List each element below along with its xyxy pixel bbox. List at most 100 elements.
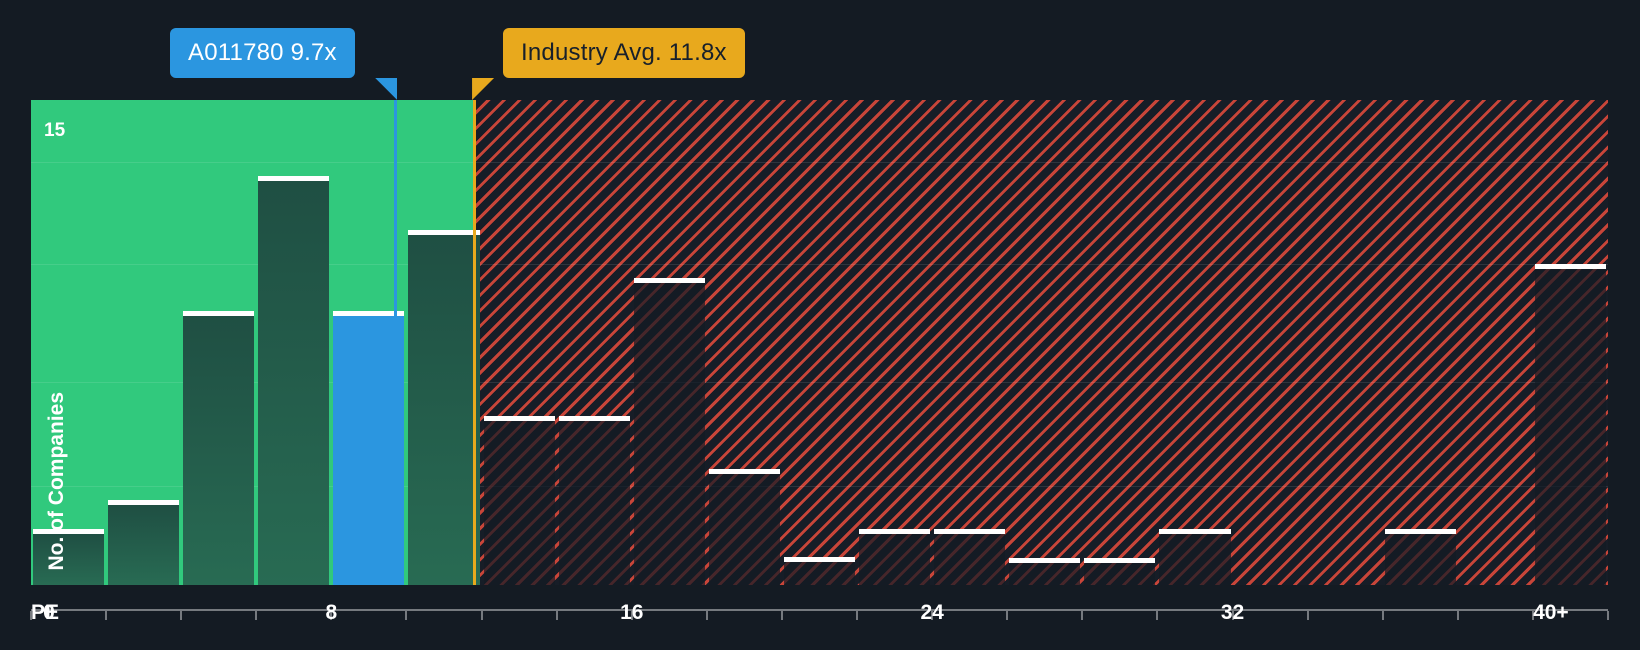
- x-axis-tick: [931, 611, 934, 620]
- gridline: [31, 263, 1608, 265]
- x-axis-tick: [555, 611, 558, 620]
- callout-company[interactable]: A011780 9.7x: [170, 28, 355, 78]
- callout-label-industry: Industry Avg. 11.8x: [521, 39, 727, 66]
- plot-area: [31, 100, 1608, 585]
- bar-body: [108, 505, 180, 585]
- x-axis-tick: [105, 611, 108, 620]
- x-axis-tick: [480, 611, 483, 620]
- x-axis-tick: [1456, 611, 1459, 620]
- histogram-bar[interactable]: [558, 415, 630, 585]
- bar-body: [33, 533, 105, 585]
- bar-cap: [333, 311, 405, 317]
- x-axis-label-24: 24: [920, 601, 944, 624]
- bar-body: [1009, 563, 1081, 585]
- bar-body: [1534, 268, 1606, 585]
- histogram-bar[interactable]: [1084, 558, 1156, 585]
- bar-cap: [708, 469, 780, 475]
- x-axis-tick: [1306, 611, 1309, 620]
- bar-cap: [108, 500, 180, 506]
- histogram-bar[interactable]: [108, 500, 180, 585]
- bar-cap: [1384, 528, 1456, 534]
- bar-body: [183, 316, 255, 585]
- histogram-bar[interactable]: [258, 176, 330, 585]
- gridline: [31, 486, 1608, 488]
- histogram-bar[interactable]: [408, 229, 480, 585]
- histogram-bar[interactable]: [1159, 528, 1231, 585]
- x-axis-label-40plus: 40+: [1533, 601, 1569, 624]
- histogram-bar[interactable]: [934, 528, 1006, 585]
- x-axis-tick: [330, 611, 333, 620]
- bar-cap: [183, 311, 255, 317]
- x-axis-tick: [1081, 611, 1084, 620]
- x-axis-tick: [856, 611, 859, 620]
- bar-body: [258, 181, 330, 585]
- bar-body: [633, 282, 705, 585]
- gridline: [31, 381, 1608, 383]
- bar-cap: [783, 556, 856, 562]
- bar-body: [333, 316, 405, 585]
- bar-cap: [408, 229, 480, 235]
- gridline: [31, 162, 1608, 164]
- bar-cap: [483, 415, 555, 421]
- x-axis-tick: [1607, 611, 1609, 620]
- x-axis-label-32: 32: [1220, 601, 1245, 624]
- callout-industry[interactable]: Industry Avg. 11.8x: [503, 28, 745, 78]
- histogram-bar[interactable]: [1009, 558, 1081, 585]
- callout-label-company: A011780 9.7x: [188, 39, 337, 66]
- histogram-bar[interactable]: [1384, 528, 1456, 585]
- x-axis-tick: [780, 611, 783, 620]
- x-axis-tick: [1156, 611, 1159, 620]
- x-axis-tick: [1531, 611, 1534, 620]
- x-axis-tick: [30, 611, 32, 620]
- histogram-bar[interactable]: [708, 469, 780, 585]
- histogram-bar[interactable]: [183, 311, 255, 585]
- histogram-bar[interactable]: [33, 528, 105, 585]
- histogram-bar[interactable]: [633, 277, 705, 585]
- bar-cap: [1159, 528, 1231, 534]
- bar-body: [1159, 533, 1231, 585]
- bar-body: [408, 234, 480, 585]
- x-axis-tick: [1006, 611, 1009, 620]
- x-axis-line: [31, 609, 1608, 611]
- bar-cap: [558, 415, 630, 421]
- histogram-bar[interactable]: [783, 556, 856, 585]
- bar-cap: [1534, 263, 1606, 269]
- bar-cap: [859, 528, 931, 534]
- bar-cap: [258, 176, 330, 182]
- bar-cap: [934, 528, 1006, 534]
- bar-body: [708, 474, 780, 585]
- marker-line-industry: [473, 100, 477, 585]
- x-axis-tick: [255, 611, 258, 620]
- x-axis-tick: [705, 611, 708, 620]
- histogram-bar[interactable]: [483, 415, 555, 585]
- histogram-bar[interactable]: [859, 528, 931, 585]
- bar-body: [1384, 533, 1456, 585]
- bar-body: [934, 533, 1006, 585]
- x-axis-title: PE: [31, 601, 60, 624]
- y-axis-top-value: 15: [44, 120, 66, 141]
- x-axis-label-8: 8: [325, 601, 338, 624]
- x-axis-tick: [630, 611, 633, 620]
- bar-body: [483, 420, 555, 585]
- bar-body: [859, 533, 931, 585]
- callout-tail-industry: [472, 78, 495, 100]
- bar-cap: [33, 528, 105, 534]
- bar-body: [783, 561, 856, 585]
- y-axis-title: No. of Companies: [45, 392, 68, 571]
- marker-line-company: [394, 100, 398, 585]
- histogram-bar[interactable]: [333, 311, 405, 585]
- bar-body: [1084, 563, 1156, 585]
- callout-tail-company: [375, 78, 398, 100]
- bar-cap: [633, 277, 705, 283]
- x-axis-label-0: 0: [43, 601, 55, 624]
- bar-body: [558, 420, 630, 585]
- bar-cap: [1009, 558, 1081, 564]
- bar-cap: [1084, 558, 1156, 564]
- x-axis-tick: [1381, 611, 1384, 620]
- x-axis-tick: [1231, 611, 1234, 620]
- x-axis-tick: [180, 611, 183, 620]
- x-axis-tick: [405, 611, 408, 620]
- x-axis-label-16: 16: [620, 601, 644, 624]
- histogram-bar[interactable]: [1534, 263, 1606, 585]
